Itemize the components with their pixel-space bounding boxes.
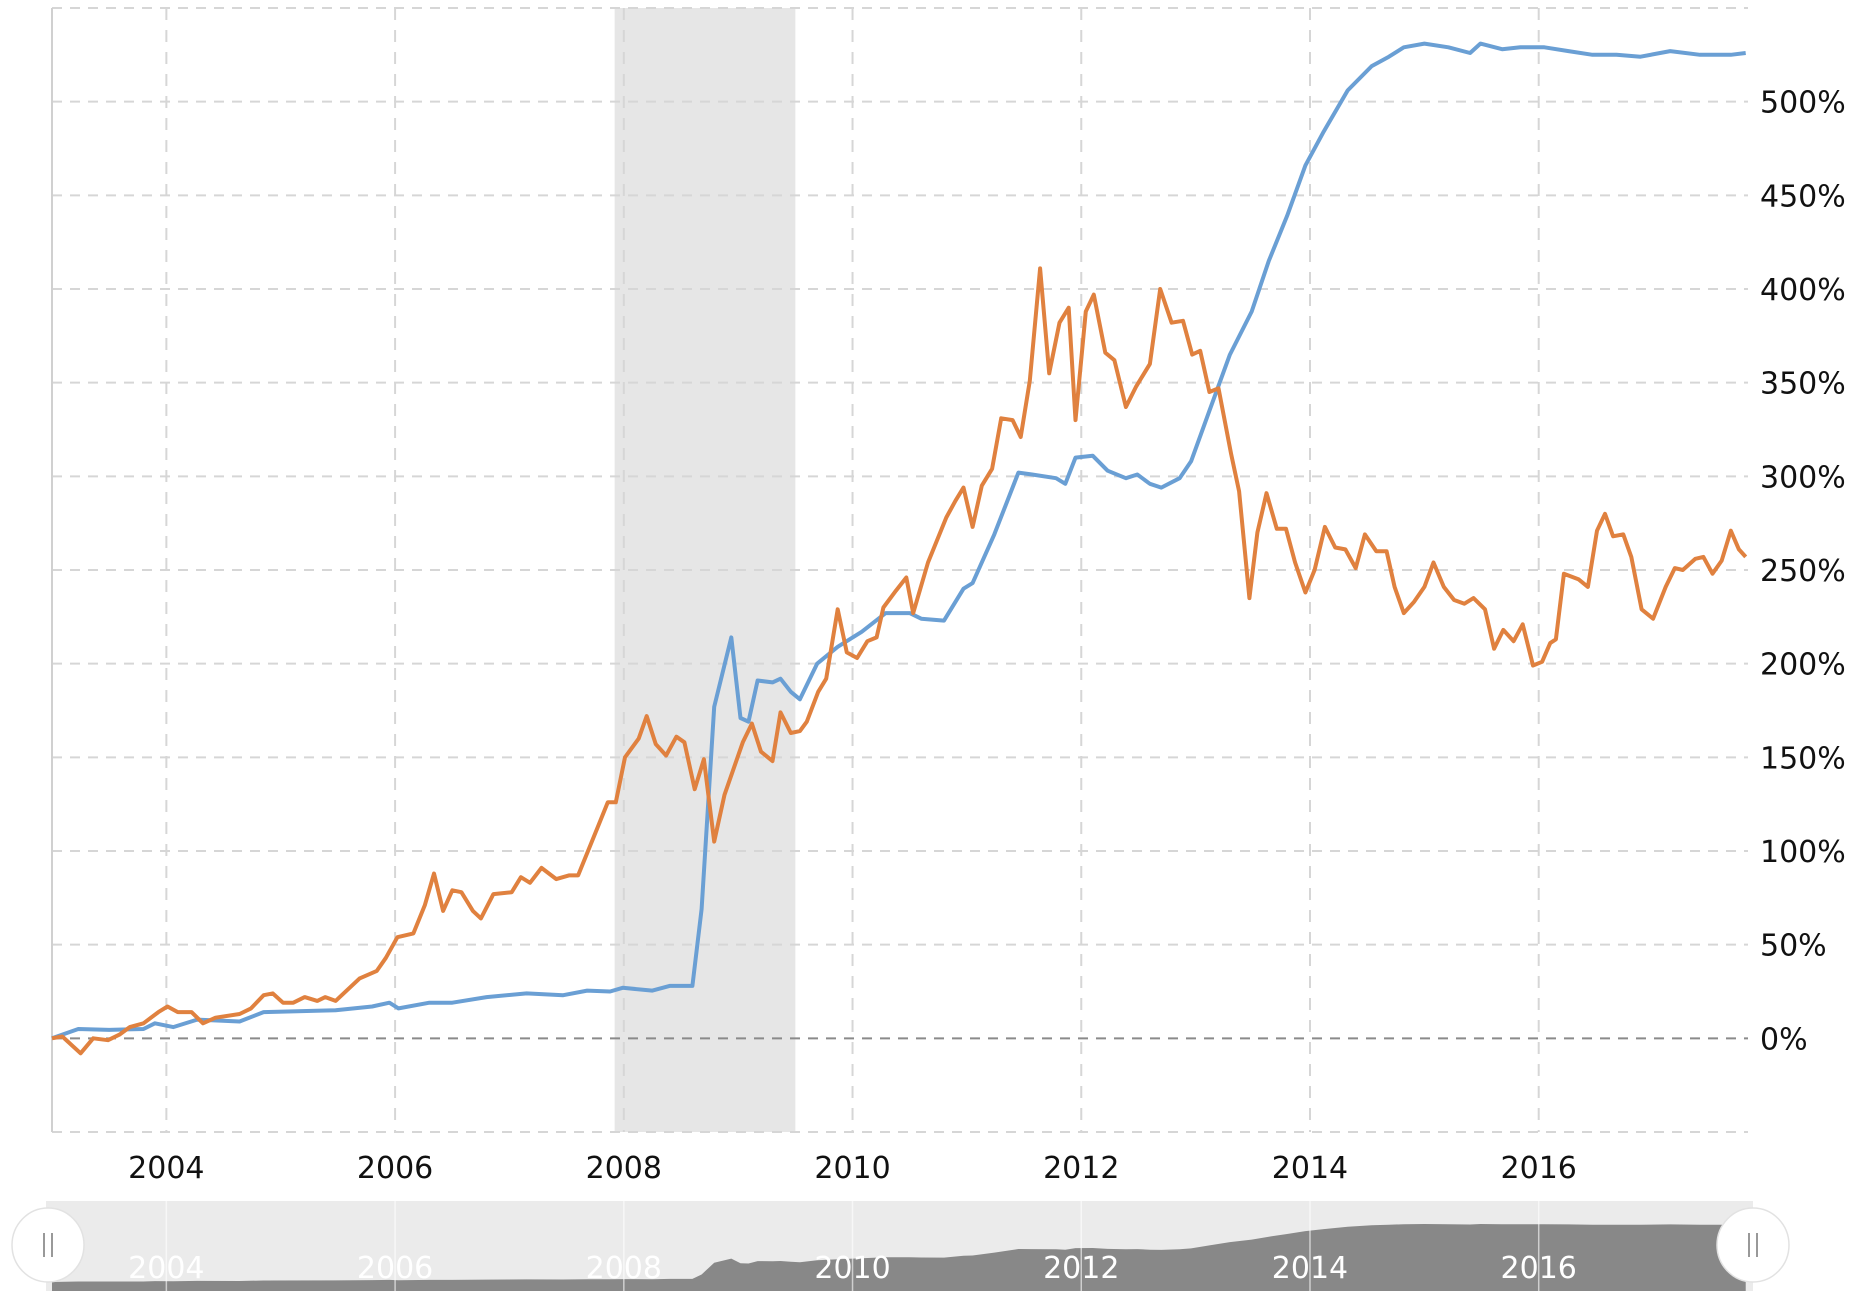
navigator-tick-label: 2004 (128, 1251, 204, 1286)
orange-series-line (51, 266, 1748, 1056)
navigator-tick-label: 2016 (1501, 1251, 1577, 1286)
series-lines (51, 41, 1748, 1056)
blue-series-line (51, 41, 1746, 1041)
x-tick-label: 2004 (128, 1151, 204, 1186)
y-axis: 0% 50% 100% 150% 200% 250% 300% 350% 400% 450% 500… (1760, 86, 1846, 1058)
navigator-area (52, 1224, 1746, 1291)
x-tick-label: 2008 (586, 1151, 662, 1186)
y-tick-label: 0% (1760, 1022, 1808, 1057)
y-tick-label: 300% (1760, 460, 1846, 495)
y-tick-label: 150% (1760, 741, 1846, 776)
x-tick-label: 2014 (1272, 1151, 1348, 1186)
y-tick-label: 350% (1760, 367, 1846, 402)
y-tick-label: 450% (1760, 179, 1846, 214)
x-tick-label: 2006 (357, 1151, 433, 1186)
x-tick-label: 2012 (1043, 1151, 1119, 1186)
navigator-right-handle[interactable] (1716, 1207, 1790, 1283)
gridlines (51, 7, 1748, 1133)
navigator-tick-label: 2012 (1043, 1251, 1119, 1286)
navigator-tick-label: 2008 (586, 1251, 662, 1286)
y-tick-label: 50% (1760, 929, 1827, 964)
navigator-left-handle[interactable] (11, 1207, 85, 1283)
y-tick-label: 100% (1760, 835, 1846, 870)
navigator-tick-label: 2010 (814, 1251, 890, 1286)
x-tick-label: 2010 (814, 1151, 890, 1186)
navigator-tick-label: 2006 (357, 1251, 433, 1286)
navigator-tick-label: 2014 (1272, 1251, 1348, 1286)
x-tick-label: 2016 (1501, 1151, 1577, 1186)
y-tick-label: 200% (1760, 648, 1846, 683)
y-tick-label: 400% (1760, 273, 1846, 308)
x-axis: 2004 2006 2008 2010 2012 2014 2016 (128, 1151, 1577, 1186)
y-tick-label: 250% (1760, 554, 1846, 589)
y-tick-label: 500% (1760, 86, 1846, 121)
range-navigator[interactable]: 2004 2006 2008 2010 2012 2014 2016 (11, 1201, 1790, 1291)
